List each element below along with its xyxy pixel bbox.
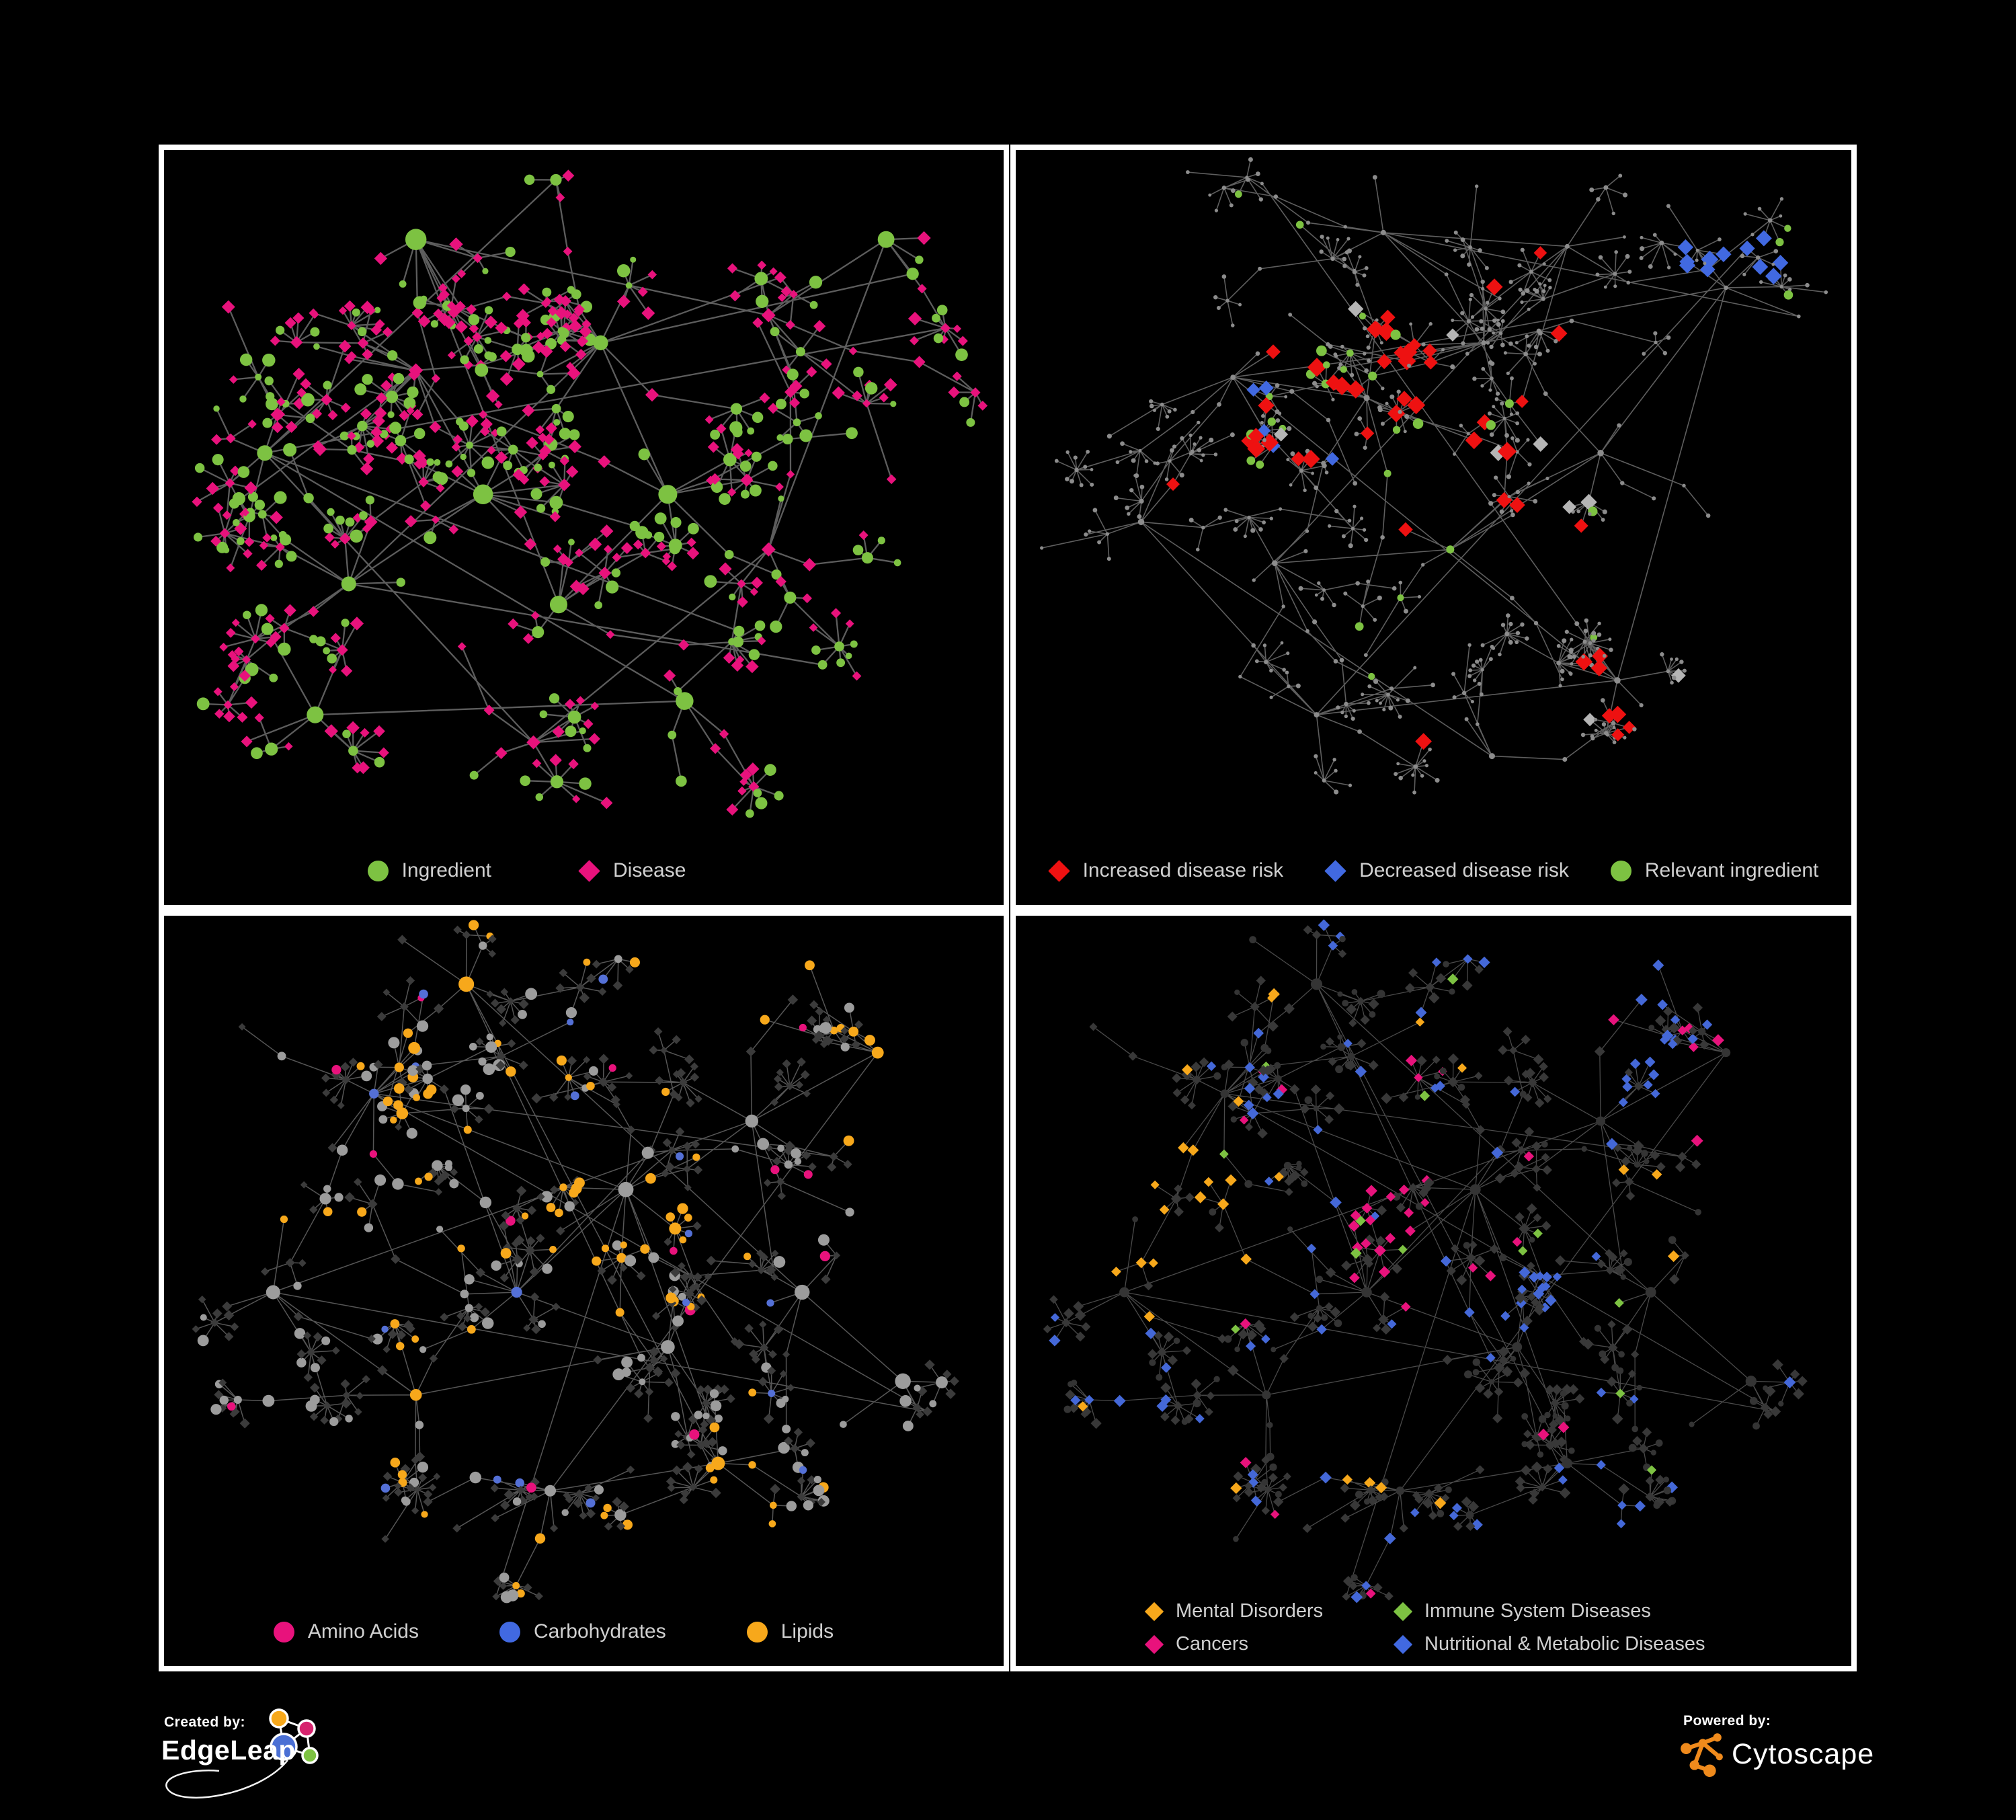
created-by-label: Created by: <box>164 1714 246 1730</box>
circle-icon <box>1610 860 1631 881</box>
edgeleap-logo-icon <box>165 1708 319 1798</box>
legend-item: Decreased disease risk <box>1324 859 1569 882</box>
panel-disease-risk: Increased disease risk Decreased disease… <box>1010 145 1857 910</box>
network-graph-disease-classes <box>1043 919 1808 1604</box>
legend-ingredient-disease: Ingredient Disease <box>164 859 1004 882</box>
edgeleap-brand-block: Created by: EdgeLeap <box>153 1706 476 1820</box>
network-graph-ingredient-disease <box>192 169 988 818</box>
diamond-icon <box>1144 1601 1164 1621</box>
diamond-icon <box>1393 1601 1413 1621</box>
cytoscape-brand-block: Powered by: Cytoscape <box>1679 1706 1995 1807</box>
legend-item: Nutritional & Metabolic Diseases <box>1393 1633 1705 1655</box>
circle-icon <box>367 860 389 881</box>
legend-item: Cancers <box>1144 1633 1353 1655</box>
cytoscape-logo-icon <box>1681 1733 1723 1777</box>
network-graph-disease-risk <box>1040 157 1828 795</box>
legend-label: Ingredient <box>401 859 492 881</box>
legend-label: Cancers <box>1176 1633 1248 1655</box>
panel-disease-classes: Mental Disorders Immune System Diseases … <box>1010 910 1857 1671</box>
legend-label: Relevant ingredient <box>1644 859 1819 881</box>
circle-icon <box>273 1621 294 1643</box>
legend-item: Lipids <box>746 1620 834 1643</box>
legend-item: Carbohydrates <box>499 1620 666 1643</box>
legend-label: Nutritional & Metabolic Diseases <box>1424 1633 1705 1655</box>
legend-label: Decreased disease risk <box>1359 859 1569 881</box>
legend-disease-classes: Mental Disorders Immune System Diseases … <box>1144 1600 1705 1655</box>
legend-label: Lipids <box>780 1620 834 1643</box>
legend-item: Amino Acids <box>273 1620 419 1643</box>
cytoscape-wordmark: Cytoscape <box>1732 1737 1875 1770</box>
legend-label: Increased disease risk <box>1082 859 1284 881</box>
legend-item: Disease <box>578 859 686 882</box>
legend-item: Increased disease risk <box>1047 859 1284 882</box>
diamond-icon <box>1324 859 1346 882</box>
diamond-icon <box>1144 1634 1164 1654</box>
circle-icon <box>746 1621 768 1643</box>
legend-label: Amino Acids <box>307 1620 419 1643</box>
panel-ingredient-disease: Ingredient Disease <box>159 145 1009 910</box>
legend-label: Disease <box>613 859 686 881</box>
legend-label: Immune System Diseases <box>1424 1600 1651 1622</box>
legend-item: Relevant ingredient <box>1610 859 1819 882</box>
legend-item: Ingredient <box>367 859 492 882</box>
legend-nutrient-classes: Amino Acids Carbohydrates Lipids <box>164 1620 1004 1643</box>
panel-nutrient-classes: Amino Acids Carbohydrates Lipids <box>159 910 1009 1671</box>
diamond-icon <box>578 859 600 882</box>
legend-item: Immune System Diseases <box>1393 1600 1705 1622</box>
legend-item: Mental Disorders <box>1144 1600 1353 1622</box>
legend-label: Mental Disorders <box>1176 1600 1324 1622</box>
circle-icon <box>499 1621 520 1643</box>
diamond-icon <box>1393 1634 1413 1654</box>
network-graph-nutrient-classes <box>192 920 959 1604</box>
diamond-icon <box>1047 859 1070 882</box>
edgeleap-wordmark: EdgeLeap <box>161 1735 296 1766</box>
legend-label: Carbohydrates <box>533 1620 666 1643</box>
legend-disease-risk: Increased disease risk Decreased disease… <box>1016 859 1851 882</box>
powered-by-label: Powered by: <box>1683 1713 1771 1729</box>
